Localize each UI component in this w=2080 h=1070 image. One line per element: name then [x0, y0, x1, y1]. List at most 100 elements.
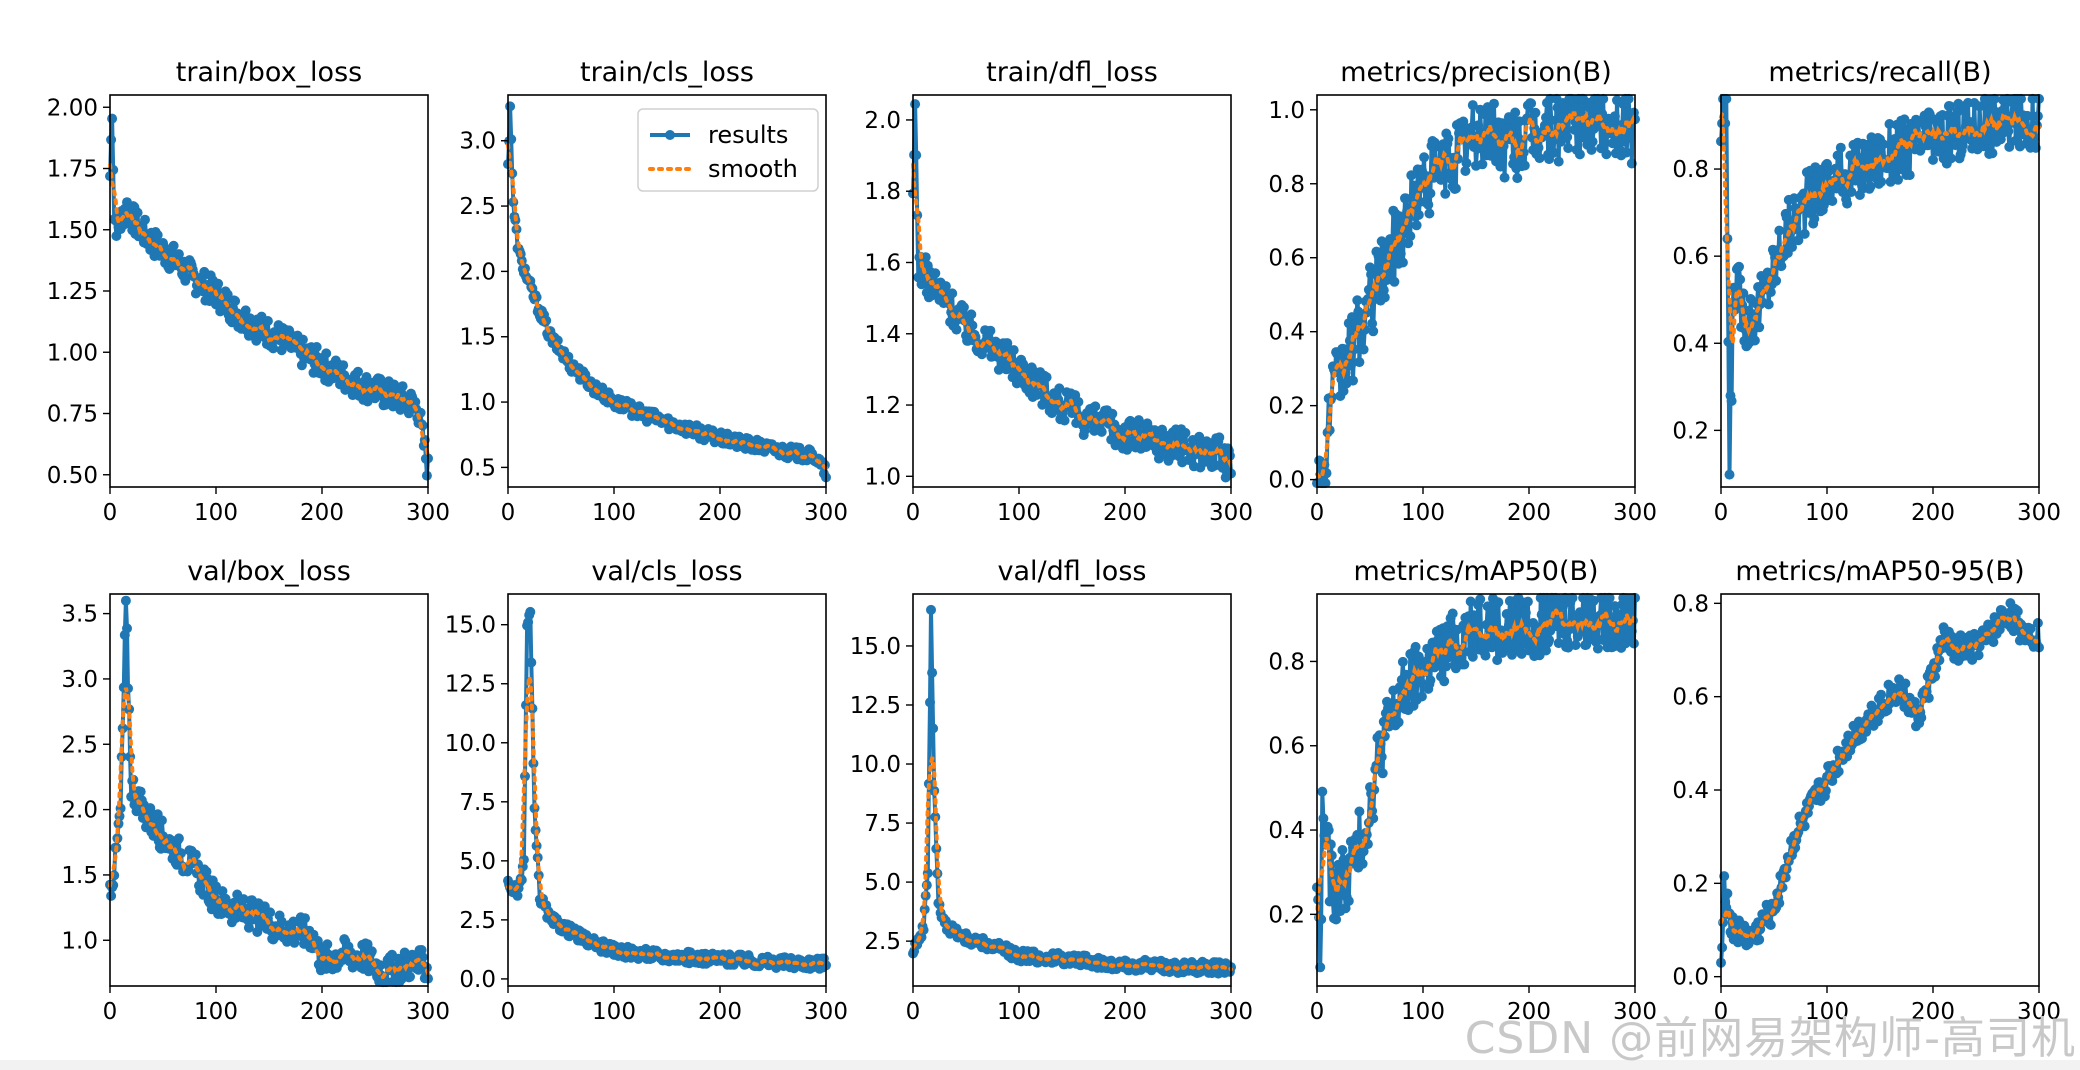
y-tick-label: 5.0	[864, 870, 901, 896]
smooth-line	[911, 756, 1233, 972]
results-point	[1320, 478, 1331, 489]
results-point	[353, 366, 363, 377]
results-point	[1354, 806, 1365, 817]
results-point	[1754, 934, 1765, 945]
results-point	[1587, 136, 1598, 147]
results-point	[927, 667, 938, 678]
chart-panel-4: metrics/precision(B) 0 100 200 300 0.0 0.2 0.4 0…	[1268, 57, 1657, 526]
results-point	[276, 916, 287, 927]
results-point	[213, 278, 224, 289]
results-point	[1011, 378, 1022, 389]
results-point	[1548, 147, 1559, 158]
y-tick-label: 0.2	[1672, 418, 1709, 444]
results-point	[1878, 139, 1889, 150]
y-tick-label: 7.5	[459, 790, 496, 816]
results-point	[1754, 322, 1765, 333]
results-point	[1467, 651, 1478, 662]
results-point	[1988, 637, 1999, 648]
results-point	[338, 360, 349, 371]
results-point	[1510, 107, 1521, 118]
results-point	[1090, 401, 1101, 412]
results-point	[1820, 785, 1831, 796]
y-tick-label: 0.4	[1268, 320, 1305, 346]
results-point	[217, 886, 228, 897]
chart-title: metrics/precision(B)	[1340, 57, 1612, 88]
chart-title: metrics/recall(B)	[1768, 57, 1991, 88]
y-tick-label: 3.0	[459, 129, 496, 155]
x-tick-label: 0	[1310, 999, 1325, 1025]
chart-panel-5: metrics/recall(B) 0 100 200 300 0.2 0.4 0.6 0.8	[1672, 57, 2061, 526]
results-point	[2022, 110, 2033, 121]
results-point	[1842, 198, 1853, 209]
results-point	[1337, 845, 1348, 855]
results-point	[1423, 199, 1434, 210]
results-point	[1717, 942, 1728, 953]
results-point	[1409, 180, 1420, 191]
y-tick-label: 15.0	[445, 613, 496, 639]
chart-title: metrics/mAP50(B)	[1353, 556, 1598, 587]
results-point	[1774, 225, 1785, 236]
y-tick-label: 5.0	[459, 849, 496, 875]
results-point	[1553, 156, 1564, 167]
x-tick-label: 0	[103, 999, 118, 1025]
x-tick-label: 300	[804, 500, 848, 526]
x-tick-label: 100	[1401, 500, 1445, 526]
results-point	[1441, 661, 1452, 672]
results-point	[1450, 183, 1461, 194]
x-tick-label: 100	[997, 500, 1041, 526]
x-tick-label: 200	[300, 500, 344, 526]
x-tick-label: 0	[1714, 500, 1729, 526]
results-point	[1557, 601, 1568, 612]
results-point	[1214, 432, 1225, 443]
results-point	[1889, 134, 1900, 144]
y-tick-label: 0.0	[1672, 965, 1709, 991]
results-point	[1401, 669, 1411, 680]
results-point	[1520, 607, 1531, 618]
results-point	[1575, 107, 1586, 118]
smooth-line	[108, 162, 430, 458]
results-point	[375, 960, 386, 971]
results-line	[108, 116, 430, 478]
results-point	[1493, 597, 1504, 608]
chart-panel-7: val/cls_loss 0 100 200 300 0.0 2.5 5.0 7.5 10.0 12…	[445, 556, 848, 1025]
x-tick-label: 300	[406, 999, 450, 1025]
results-point	[505, 101, 516, 112]
results-point	[1358, 344, 1369, 355]
y-tick-label: 0.8	[1672, 157, 1709, 183]
results-point	[1546, 115, 1557, 126]
x-tick-label: 200	[1911, 500, 1955, 526]
smooth-line	[1719, 613, 2041, 941]
results-point	[1781, 212, 1792, 223]
results-point	[1983, 619, 1994, 630]
results-point	[1827, 196, 1838, 206]
results-point	[1041, 372, 1052, 383]
results-point	[1389, 276, 1400, 287]
results-point	[1533, 142, 1544, 153]
y-tick-label: 2.5	[459, 908, 496, 934]
y-tick-label: 0.2	[1672, 871, 1709, 897]
results-point	[1981, 134, 1991, 145]
results-point	[1615, 631, 1626, 642]
axes-frame	[1316, 593, 1636, 987]
x-tick-label: 300	[2017, 500, 2061, 526]
results-point	[1893, 174, 1903, 185]
y-tick-label: 0.2	[1268, 902, 1305, 928]
results-point	[1900, 678, 1911, 689]
results-point	[1763, 299, 1774, 310]
results-point	[1534, 153, 1545, 164]
results-point	[2025, 623, 2036, 634]
results-point	[1446, 166, 1457, 177]
results-point	[1475, 594, 1486, 605]
y-tick-label: 15.0	[850, 634, 901, 660]
y-tick-label: 0.75	[47, 402, 98, 428]
y-tick-label: 0.2	[1268, 394, 1305, 420]
chart-title: train/cls_loss	[580, 57, 754, 88]
results-point	[361, 372, 372, 382]
y-tick-label: 2.5	[61, 732, 98, 758]
results-point	[262, 316, 273, 326]
results-point	[1377, 768, 1388, 779]
results-point	[1339, 883, 1350, 893]
x-tick-label: 0	[103, 500, 118, 526]
results-point	[1096, 426, 1107, 437]
results-point	[1876, 689, 1887, 700]
